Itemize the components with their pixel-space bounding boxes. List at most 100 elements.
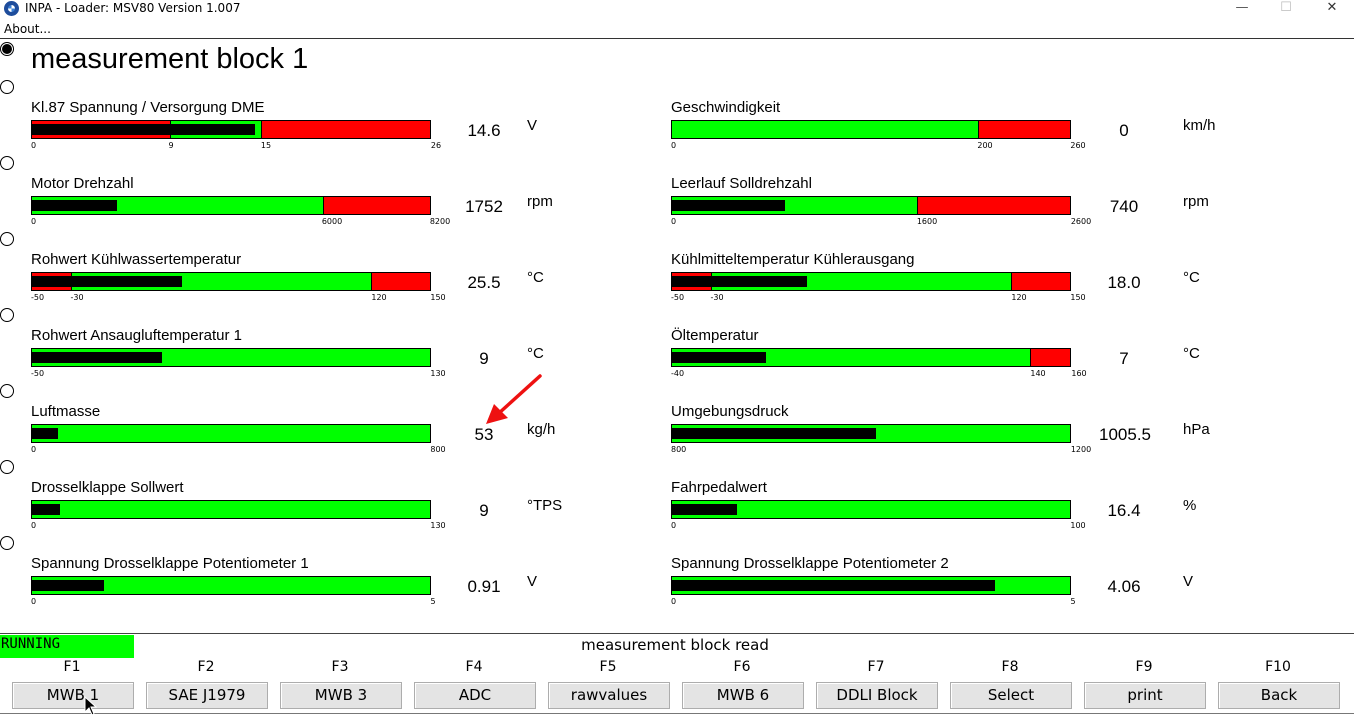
title-bar: INPA - Loader: MSV80 Version 1.007 — ☐ ✕ (0, 0, 1354, 18)
gauge-tick: 0 (671, 521, 677, 530)
measurement-value: 1752 (465, 197, 503, 216)
measurement-unit: kg/h (527, 421, 556, 438)
gauge-fill (32, 428, 58, 439)
gauge-bar (31, 196, 431, 215)
block-radio-8[interactable] (0, 536, 14, 550)
adc-button[interactable]: ADC (414, 682, 536, 709)
gauge-tick: 130 (430, 521, 446, 530)
fkey-label-f1: F1 (63, 659, 81, 675)
measurement-item: Kl.87 Spannung / Versorgung DME 0 9 15 2… (31, 99, 591, 175)
measurement-item: Kühlmitteltemperatur Kühlerausgang -50 -… (671, 251, 1231, 327)
gauge-fill (32, 504, 60, 515)
mwb6-button[interactable]: MWB 6 (682, 682, 804, 709)
measurement-unit: rpm (527, 193, 553, 210)
gauge-fill (32, 124, 255, 135)
gauge-bar (671, 348, 1071, 367)
menu-bar: About... (0, 20, 1354, 39)
gauge-tick: 120 (371, 293, 387, 302)
close-button[interactable]: ✕ (1326, 0, 1338, 15)
measurement-unit: °C (527, 269, 544, 286)
gauge-tick: -50 (671, 293, 685, 302)
gauge-tick: 1600 (916, 217, 938, 226)
gauge-tick: 140 (1030, 369, 1046, 378)
fkey-label-f9: F9 (1135, 659, 1153, 675)
measurement-value: 1005.5 (1099, 425, 1151, 444)
block-radio-6[interactable] (0, 384, 14, 398)
measurement-unit: km/h (1183, 117, 1216, 134)
gauge-fill (672, 428, 876, 439)
gauge-zone-divider (978, 121, 979, 138)
gauge-tick: 260 (1070, 141, 1086, 150)
red-arrow-annotation-icon (486, 374, 542, 424)
measurement-item: Luftmasse 0 800 53 kg/h (31, 403, 591, 479)
measurement-label: Drosselklappe Sollwert (31, 479, 184, 496)
gauge-tick: -50 (31, 293, 45, 302)
measurement-value: 0 (1119, 121, 1129, 140)
fkey-label-f6: F6 (733, 659, 751, 675)
measurement-label: Kl.87 Spannung / Versorgung DME (31, 99, 265, 116)
measurement-value: 740 (1109, 197, 1139, 216)
gauge-zone-divider (371, 273, 372, 290)
gauge-zone-red (262, 121, 430, 138)
gauge-tick: 15 (260, 141, 272, 150)
gauge-tick: 0 (31, 445, 37, 454)
gauge-tick: 5 (1070, 597, 1076, 606)
gauge-fill (32, 276, 182, 287)
measurement-item: Drosselklappe Sollwert 0 130 9 °TPS (31, 479, 591, 555)
gauge-tick: 0 (31, 597, 37, 606)
measurement-unit: V (527, 573, 538, 590)
back-button[interactable]: Back (1218, 682, 1340, 709)
measurement-label: Spannung Drosselklappe Potentiometer 2 (671, 555, 949, 572)
print-button[interactable]: print (1084, 682, 1206, 709)
minimize-button[interactable]: — (1235, 0, 1249, 15)
mwb1-button[interactable]: MWB 1 (12, 682, 134, 709)
block-radio-5[interactable] (0, 308, 14, 322)
gauge-fill (32, 352, 162, 363)
gauge-tick: 0 (31, 521, 37, 530)
gauge-bar (671, 576, 1071, 595)
measurement-value: 4.06 (1107, 577, 1141, 596)
gauge-tick: 8200 (429, 217, 451, 226)
gauge-tick: 0 (671, 141, 677, 150)
gauge-fill (32, 200, 117, 211)
measurement-unit: V (1183, 573, 1194, 590)
measurement-unit: hPa (1183, 421, 1210, 438)
measurement-label: Umgebungsdruck (671, 403, 789, 420)
gauge-tick: -30 (70, 293, 84, 302)
fkey-label-f4: F4 (465, 659, 483, 675)
rawvalues-button[interactable]: rawvalues (548, 682, 670, 709)
gauge-tick: 800 (430, 445, 446, 454)
measurement-unit: % (1183, 497, 1197, 514)
gauge-tick: -40 (671, 369, 685, 378)
measurement-value: 25.5 (467, 273, 501, 292)
gauge-bar (31, 120, 431, 139)
measurement-label: Luftmasse (31, 403, 101, 420)
sae-j1979-button[interactable]: SAE J1979 (146, 682, 268, 709)
block-radio-2[interactable] (0, 80, 14, 94)
gauge-bar (671, 424, 1071, 443)
block-radio-4[interactable] (0, 232, 14, 246)
ddli-block-button[interactable]: DDLI Block (816, 682, 938, 709)
measurement-item: Leerlauf Solldrehzahl 0 1600 2600 740 rp… (671, 175, 1231, 251)
measurement-value: 18.0 (1107, 273, 1141, 292)
status-divider (0, 633, 1354, 634)
gauge-tick: 800 (671, 445, 687, 454)
measurement-item: Fahrpedalwert 0 100 16.4 % (671, 479, 1231, 555)
select-button[interactable]: Select (950, 682, 1072, 709)
menu-item-about[interactable]: About... (4, 22, 51, 36)
block-radio-7[interactable] (0, 460, 14, 474)
block-radio-3[interactable] (0, 156, 14, 170)
gauge-zone-red (324, 197, 430, 214)
gauge-bar (671, 272, 1071, 291)
gauge-tick: 150 (430, 293, 446, 302)
block-radio-1[interactable] (0, 42, 14, 56)
measurement-item: Spannung Drosselklappe Potentiometer 2 0… (671, 555, 1231, 631)
gauge-zone-divider (1030, 349, 1031, 366)
gauge-bar (31, 348, 431, 367)
measurement-label: Motor Drehzahl (31, 175, 134, 192)
maximize-button[interactable]: ☐ (1280, 0, 1292, 15)
gauge-zone-divider (1011, 273, 1012, 290)
mwb3-button[interactable]: MWB 3 (280, 682, 402, 709)
gauge-fill (672, 200, 785, 211)
gauge-tick: 100 (1070, 521, 1086, 530)
